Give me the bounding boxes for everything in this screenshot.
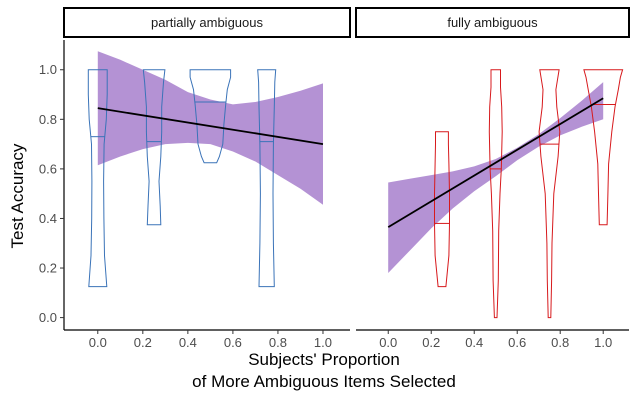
violin-0	[87, 69, 108, 288]
x-tick-label: 0.8	[551, 335, 569, 350]
violin-1	[142, 69, 166, 226]
x-tick-label: 1.0	[314, 335, 332, 350]
x-tick-label: 0.6	[508, 335, 526, 350]
violin-outline	[87, 69, 108, 288]
violin-3	[583, 69, 624, 226]
y-tick-label: 0.6	[39, 161, 57, 176]
violin-0	[434, 131, 450, 288]
x-tick-label: 0.6	[224, 335, 242, 350]
regression-line	[97, 107, 324, 145]
y-tick-label: 0.2	[39, 261, 57, 276]
y-tick-label: 1.0	[39, 62, 57, 77]
strip-1: fully ambiguous	[355, 7, 630, 38]
violin-outline	[488, 69, 503, 319]
regression-line	[387, 97, 604, 228]
x-tick-label: 0.0	[379, 335, 397, 350]
violin-outline	[583, 69, 624, 226]
x-tick-label: 1.0	[594, 335, 612, 350]
violin-outline	[434, 131, 450, 288]
x-axis-title-line-1: Subjects' Proportion	[248, 350, 400, 369]
violin-1	[488, 69, 503, 319]
y-tick-label: 0.4	[39, 211, 57, 226]
x-tick-label: 0.0	[89, 335, 107, 350]
violin-2	[189, 69, 232, 164]
strip-label: fully ambiguous	[447, 15, 538, 30]
y-axis: 0.0 0.2 0.4 0.6 0.8 1.0	[39, 40, 65, 330]
violin-2	[538, 69, 561, 319]
strip-label: partially ambiguous	[151, 15, 264, 30]
x-tick-label: 0.2	[134, 335, 152, 350]
panel-1	[387, 69, 624, 319]
confidence-band	[97, 51, 323, 205]
violin-outline	[538, 69, 561, 319]
violin-outline	[189, 69, 232, 164]
x-tick-label: 0.8	[269, 335, 287, 350]
strip-box	[63, 7, 351, 38]
y-axis-title: Test Accuracy	[8, 143, 27, 248]
x-axis-title-line-2: of More Ambiguous Items Selected	[192, 372, 456, 391]
violin-outline	[257, 69, 277, 288]
x-axis: 0.0 0.2 0.4 0.6 0.8 1.0 0.0 0.2 0.4 0.6 0.8 1.0	[64, 329, 629, 350]
confidence-band	[388, 82, 604, 273]
strip-0: partially ambiguous	[63, 7, 351, 38]
violin-3	[257, 69, 277, 288]
strip-box	[355, 7, 630, 38]
y-tick-label: 0.8	[39, 112, 57, 127]
panel-0	[87, 51, 324, 288]
x-tick-label: 0.4	[179, 335, 197, 350]
violin-outline	[142, 69, 166, 226]
x-tick-label: 0.4	[465, 335, 483, 350]
facet-strips: partially ambiguous fully ambiguous	[63, 7, 630, 38]
y-tick-label: 0.0	[39, 310, 57, 325]
x-tick-label: 0.2	[422, 335, 440, 350]
facet-panels	[87, 51, 624, 319]
